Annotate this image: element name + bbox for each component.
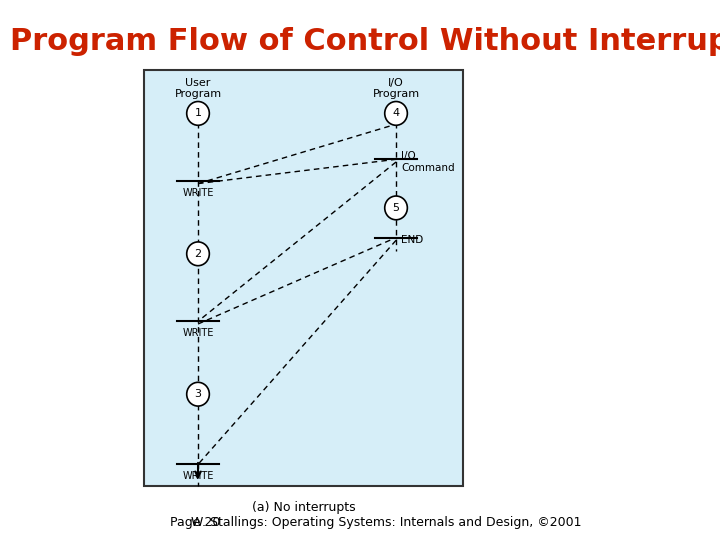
Circle shape [384,196,408,220]
Text: WRITE: WRITE [182,188,214,198]
Text: WRITE: WRITE [182,471,214,482]
Text: (a) No interrupts: (a) No interrupts [252,501,355,514]
Text: I/O
Program: I/O Program [372,78,420,99]
Text: Page 20: Page 20 [170,516,220,529]
Text: WRITE: WRITE [182,328,214,339]
Circle shape [384,102,408,125]
Circle shape [186,242,210,266]
Circle shape [186,382,210,406]
Text: 3: 3 [194,389,202,399]
Text: W. Stallings: Operating Systems: Internals and Design, ©2001: W. Stallings: Operating Systems: Interna… [191,516,581,529]
Text: I/O
Command: I/O Command [401,151,455,173]
Text: 2: 2 [194,249,202,259]
Text: END: END [401,235,423,245]
Text: 5: 5 [392,203,400,213]
Text: User
Program: User Program [174,78,222,99]
Text: Program Flow of Control Without Interrupts: Program Flow of Control Without Interrup… [10,27,720,56]
Text: 4: 4 [392,109,400,118]
Circle shape [186,102,210,125]
Text: 1: 1 [194,109,202,118]
